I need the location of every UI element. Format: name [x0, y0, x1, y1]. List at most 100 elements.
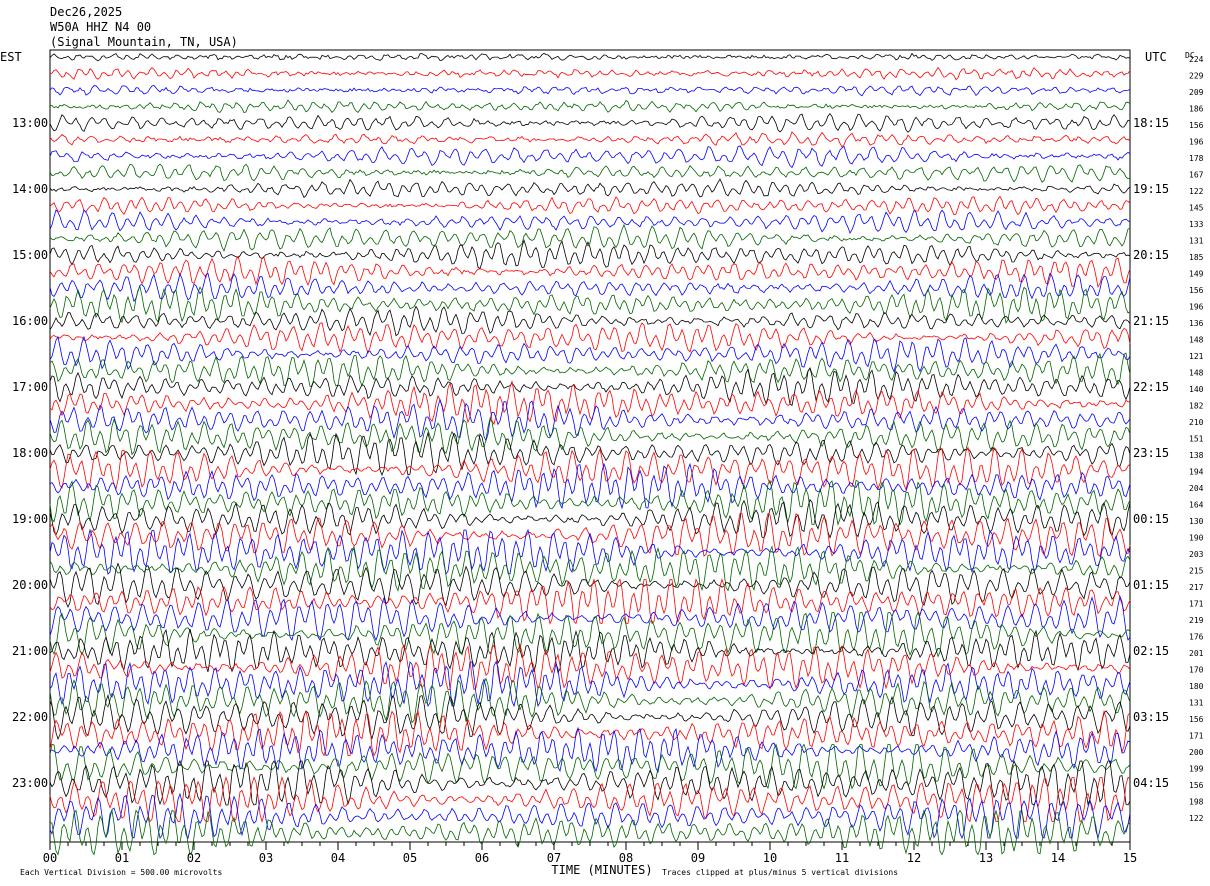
trace-line [49, 223, 1131, 252]
trace-line [49, 528, 1131, 576]
x-tick-label: 14 [1051, 851, 1065, 865]
utc-hour-label: 01:15 [1133, 578, 1169, 592]
trace-line [49, 145, 1131, 169]
trace-line [49, 367, 1131, 407]
dc-offset-label: 156 [1189, 286, 1204, 295]
dc-offset-label: 217 [1189, 583, 1204, 592]
trace-line [49, 398, 1131, 442]
est-hour-label: 23:00 [12, 776, 48, 790]
dc-offset-label: 149 [1189, 270, 1204, 279]
dc-offset-label: 176 [1189, 633, 1204, 642]
dc-offset-label: 130 [1189, 517, 1204, 526]
clip-note: Traces clipped at plus/minus 5 vertical … [662, 868, 898, 877]
x-tick-label: 13 [979, 851, 993, 865]
dc-offset-label: 167 [1189, 171, 1204, 180]
trace-line [49, 611, 1131, 658]
trace-line [49, 726, 1131, 774]
trace-line [49, 84, 1131, 97]
x-tick-label: 02 [187, 851, 201, 865]
x-tick-label: 09 [691, 851, 705, 865]
x-tick-label: 05 [403, 851, 417, 865]
trace-line [49, 660, 1131, 708]
dc-offset-label: 131 [1189, 699, 1204, 708]
dc-offset-label: 133 [1189, 220, 1204, 229]
seismic-traces [49, 52, 1131, 856]
dc-offset-label: 171 [1189, 600, 1204, 609]
dc-offset-label: 196 [1189, 303, 1204, 312]
est-axis-title: EST [0, 50, 22, 64]
dc-offset-label: 122 [1189, 814, 1204, 823]
dc-offset-label: 122 [1189, 187, 1204, 196]
trace-line [49, 743, 1131, 790]
x-tick-label: 11 [835, 851, 849, 865]
trace-line [49, 352, 1131, 387]
trace-line [49, 759, 1131, 806]
left-axis: 13:00 14:00 15:00 16:00 17:00 18:00 19:00 20:00… [12, 116, 48, 790]
x-axis: 00 01 02 03 04 05 06 07 08 09 10 11 12 13 14 15 [43, 842, 1137, 865]
x-tick-label: 03 [259, 851, 273, 865]
utc-hour-label: 00:15 [1133, 512, 1169, 526]
dc-offset-label: 186 [1189, 105, 1204, 114]
dc-offset-label: 229 [1189, 72, 1204, 81]
trace-line [49, 446, 1131, 491]
dc-offset-label: 224 [1189, 55, 1204, 64]
dc-axis: 224 229 209 186 156 196 178 167 122 145 133 131 185 1… [1189, 55, 1204, 823]
est-hour-label: 20:00 [12, 578, 48, 592]
dc-offset-label: 198 [1189, 798, 1204, 807]
location-label: (Signal Mountain, TN, USA) [50, 35, 238, 49]
utc-hour-label: 03:15 [1133, 710, 1169, 724]
dc-offset-label: 194 [1189, 468, 1204, 477]
est-hour-label: 17:00 [12, 380, 48, 394]
trace-line [49, 52, 1131, 62]
dc-offset-label: 164 [1189, 501, 1204, 510]
trace-line [49, 628, 1131, 674]
x-tick-label: 00 [43, 851, 57, 865]
trace-line [49, 66, 1131, 81]
trace-line [49, 195, 1131, 216]
scale-note: Each Vertical Division = 500.00 microvol… [20, 868, 222, 877]
trace-line [49, 178, 1131, 199]
est-hour-label: 14:00 [12, 182, 48, 196]
dc-offset-label: 209 [1189, 88, 1204, 97]
dc-offset-label: 156 [1189, 781, 1204, 790]
dc-offset-label: 156 [1189, 121, 1204, 130]
utc-hour-label: 23:15 [1133, 446, 1169, 460]
trace-line [49, 562, 1131, 609]
dc-offset-label: 219 [1189, 616, 1204, 625]
trace-line [49, 99, 1131, 114]
trace-line [49, 379, 1131, 426]
dc-offset-label: 151 [1189, 435, 1204, 444]
trace-line [49, 417, 1131, 456]
utc-hour-label: 22:15 [1133, 380, 1169, 394]
trace-line [49, 792, 1131, 840]
dc-offset-label: 199 [1189, 765, 1204, 774]
trace-line [49, 305, 1131, 337]
trace-line [49, 677, 1131, 724]
trace-line [49, 285, 1131, 324]
est-hour-label: 21:00 [12, 644, 48, 658]
trace-line [49, 809, 1131, 856]
trace-line [49, 710, 1131, 757]
dc-offset-label: 201 [1189, 649, 1204, 658]
est-hour-label: 13:00 [12, 116, 48, 130]
x-tick-label: 08 [619, 851, 633, 865]
trace-line [49, 131, 1131, 148]
trace-line [49, 431, 1131, 477]
trace-line [49, 498, 1131, 539]
x-tick-label: 07 [547, 851, 561, 865]
dc-offset-label: 170 [1189, 666, 1204, 675]
trace-line [49, 693, 1131, 741]
trace-line [49, 512, 1131, 558]
utc-hour-label: 19:15 [1133, 182, 1169, 196]
dc-offset-label: 204 [1189, 484, 1204, 493]
utc-axis-title: UTC [1145, 50, 1167, 64]
dc-offset-label: 185 [1189, 253, 1204, 262]
x-tick-label: 06 [475, 851, 489, 865]
est-hour-label: 22:00 [12, 710, 48, 724]
trace-line [49, 479, 1131, 527]
utc-hour-label: 02:15 [1133, 644, 1169, 658]
trace-line [49, 545, 1131, 592]
dc-offset-label: 138 [1189, 451, 1204, 460]
dc-offset-label: 200 [1189, 748, 1204, 757]
dc-offset-label: 148 [1189, 336, 1204, 345]
